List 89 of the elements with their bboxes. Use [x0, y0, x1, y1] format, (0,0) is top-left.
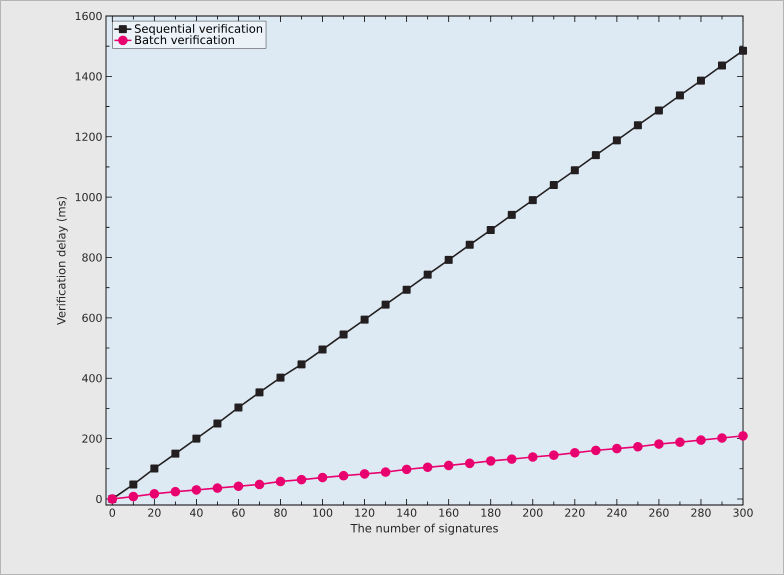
- point: [171, 450, 180, 458]
- x-tick-label: 40: [190, 508, 203, 517]
- point: [129, 480, 138, 488]
- point: [444, 256, 453, 264]
- point: [234, 481, 244, 492]
- legend-label: Sequential verification: [134, 24, 262, 36]
- x-tick-label: 20: [148, 508, 161, 517]
- point: [298, 360, 306, 368]
- y-tick-label: 800: [82, 253, 102, 262]
- point: [676, 91, 684, 100]
- point: [464, 458, 475, 468]
- point: [276, 476, 286, 486]
- point: [382, 300, 390, 309]
- point: [739, 46, 748, 55]
- x-tick-label: 300: [733, 508, 753, 517]
- x-tick-label: 0: [110, 508, 116, 517]
- x-tick-label: 180: [481, 508, 500, 517]
- point: [318, 346, 327, 354]
- point: [444, 460, 454, 470]
- point: [591, 446, 601, 456]
- point: [150, 464, 158, 472]
- point: [717, 433, 727, 443]
- point: [570, 448, 580, 458]
- point: [424, 270, 432, 279]
- point: [738, 431, 748, 441]
- y-tick-label: 1000: [76, 192, 102, 202]
- point: [592, 151, 600, 160]
- x-tick-label: 120: [355, 508, 374, 517]
- y-tick-label: 1600: [76, 12, 102, 20]
- point: [276, 374, 284, 382]
- point: [213, 420, 222, 428]
- y-tick-label: 0: [96, 494, 102, 504]
- x-tick-label: 160: [439, 508, 458, 517]
- y-tick-label: 600: [82, 314, 102, 322]
- point: [254, 480, 264, 490]
- point: [654, 106, 663, 114]
- point: [508, 210, 516, 219]
- x-tick-label: 260: [649, 508, 669, 517]
- point: [170, 486, 180, 497]
- y-tick-label: 200: [82, 434, 102, 443]
- point: [486, 226, 495, 234]
- point: [570, 166, 579, 174]
- point: [318, 472, 328, 482]
- x-tick-label: 200: [523, 508, 542, 517]
- y-tick-label: 400: [82, 374, 102, 382]
- point: [380, 467, 390, 477]
- point: [192, 485, 202, 495]
- y-tick-label: 1200: [76, 132, 102, 141]
- point: [486, 456, 496, 466]
- point: [360, 316, 369, 324]
- x-axis-title: The number of signatures: [350, 524, 498, 535]
- point: [550, 181, 558, 190]
- x-tick-label: 80: [274, 508, 287, 517]
- y-axis-title: Verification delay (ms): [56, 196, 68, 325]
- point: [402, 286, 411, 294]
- point: [360, 469, 370, 479]
- point: [234, 404, 242, 412]
- point: [675, 437, 685, 448]
- point: [128, 492, 138, 502]
- point: [528, 452, 538, 462]
- point: [255, 388, 264, 396]
- point: [612, 136, 621, 144]
- point: [654, 439, 664, 449]
- point: [402, 464, 412, 474]
- point: [696, 76, 705, 85]
- y-tick-label: 1400: [76, 72, 102, 81]
- point: [506, 454, 517, 464]
- point: [340, 330, 348, 338]
- point: [296, 474, 306, 484]
- point: [549, 450, 559, 460]
- point: [466, 240, 474, 249]
- point: [633, 442, 643, 452]
- point: [696, 435, 706, 445]
- x-tick-label: 100: [313, 508, 332, 517]
- point: [612, 444, 622, 454]
- x-tick-label: 280: [691, 508, 711, 517]
- point: [718, 62, 726, 70]
- legend-label: Batch verification: [135, 35, 234, 44]
- point: [528, 196, 537, 204]
- point: [150, 489, 160, 499]
- point: [192, 434, 200, 443]
- point: [634, 121, 642, 130]
- x-tick-label: 220: [565, 508, 585, 517]
- x-tick-label: 240: [607, 508, 627, 517]
- x-tick-label: 140: [397, 508, 416, 517]
- point: [338, 470, 348, 481]
- x-tick-label: 60: [232, 508, 245, 517]
- point: [422, 462, 432, 472]
- point: [212, 483, 222, 493]
